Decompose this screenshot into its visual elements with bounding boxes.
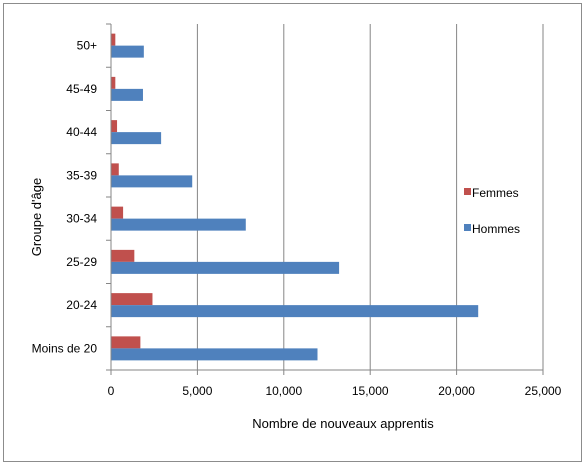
bar-femmes bbox=[111, 120, 118, 133]
y-tick-labels: Moins de 20 20-24 25-29 30-34 35-39 40-44 45-4… bbox=[32, 39, 98, 356]
bar-femmes bbox=[111, 249, 135, 262]
legend: Femmes Hommes bbox=[464, 186, 520, 236]
legend-swatch-femmes bbox=[464, 188, 471, 195]
bar-femmes bbox=[111, 293, 153, 306]
bar-femmes bbox=[111, 33, 116, 46]
x-tick-label: 0 bbox=[108, 384, 115, 398]
bars bbox=[111, 33, 479, 361]
bar-hommes bbox=[111, 348, 318, 361]
x-axis-title: Nombre de nouveaux apprentis bbox=[252, 416, 434, 431]
y-tick-label: 50+ bbox=[77, 39, 97, 53]
x-tick-label: 20,000 bbox=[438, 384, 475, 398]
bar-femmes bbox=[111, 336, 141, 349]
legend-swatch-hommes bbox=[464, 224, 471, 231]
legend-label-femmes: Femmes bbox=[472, 186, 519, 200]
bar-hommes bbox=[111, 132, 162, 145]
y-tick-label: Moins de 20 bbox=[32, 341, 98, 355]
y-tick-label: 35-39 bbox=[66, 168, 97, 182]
bar-hommes bbox=[111, 175, 193, 188]
chart-frame bbox=[3, 3, 582, 462]
x-tick-label: 15,000 bbox=[352, 384, 389, 398]
bar-hommes bbox=[111, 305, 479, 318]
bar-femmes bbox=[111, 206, 124, 219]
bar-femmes bbox=[111, 76, 116, 89]
y-tick-label: 40-44 bbox=[66, 125, 97, 139]
bar-femmes bbox=[111, 163, 119, 176]
legend-label-hommes: Hommes bbox=[472, 222, 520, 236]
y-tick-label: 25-29 bbox=[66, 255, 97, 269]
x-tick-label: 5,000 bbox=[182, 384, 212, 398]
x-tick-label: 10,000 bbox=[265, 384, 302, 398]
y-tick-label: 20-24 bbox=[66, 298, 97, 312]
x-tick-labels: 0 5,000 10,000 15,000 20,000 25,000 bbox=[108, 384, 562, 398]
bar-hommes bbox=[111, 218, 246, 231]
bar-hommes bbox=[111, 261, 340, 274]
y-tick-label: 45-49 bbox=[66, 82, 97, 96]
bar-hommes bbox=[111, 45, 144, 58]
y-tick-label: 30-34 bbox=[66, 212, 97, 226]
x-tick-label: 25,000 bbox=[525, 384, 562, 398]
y-axis-title: Groupe d'âge bbox=[29, 178, 44, 256]
bar-hommes bbox=[111, 88, 143, 101]
